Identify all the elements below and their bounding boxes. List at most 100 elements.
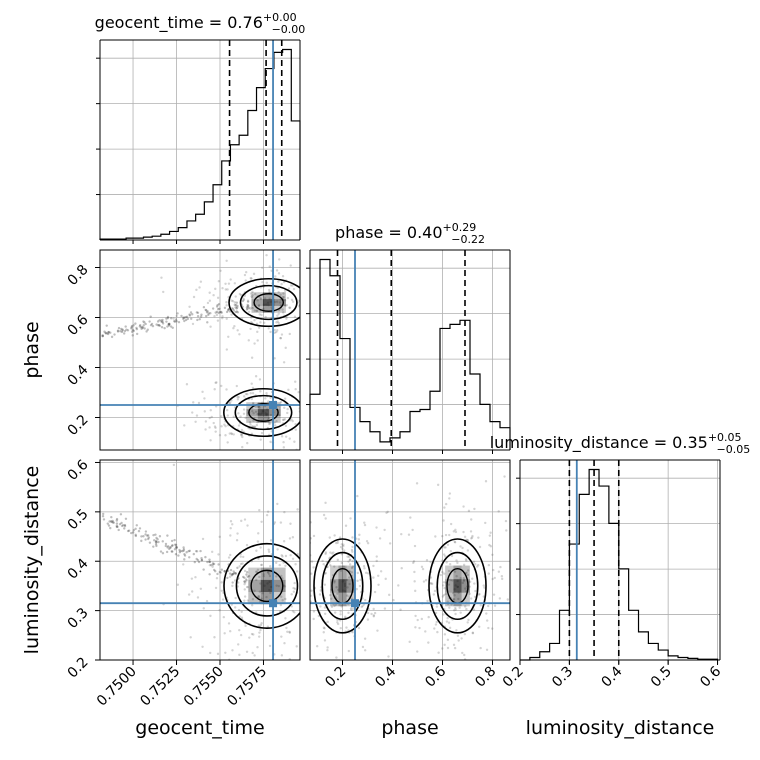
density-cell [453,565,462,580]
sample-point [238,333,241,336]
sample-point [208,558,211,561]
x-tick-label: 0.6 [422,663,449,690]
sample-point [351,630,354,634]
contour-outer [223,387,300,438]
sample-point [104,331,107,335]
sample-point [351,550,354,554]
sample-point [304,291,306,293]
sample-point [250,382,253,385]
sample-point [315,388,317,390]
sample-point [161,318,164,322]
sample-point [264,397,267,400]
sample-point [485,619,489,622]
sample-point [255,309,259,312]
sample-point [187,593,191,596]
sample-point [195,414,199,417]
sample-point [235,301,238,304]
sample-point [306,583,308,585]
sample-point [452,530,456,533]
sample-point [344,524,348,527]
sample-point [463,653,466,657]
sample-point [228,575,232,578]
sample-point [242,575,245,579]
sample-point [361,604,364,608]
sample-point [232,570,235,573]
sample-point [279,603,283,607]
sample-point [257,557,260,561]
sample-point [262,574,265,578]
sample-point [246,392,249,396]
sample-point [210,563,213,567]
sample-point [288,332,291,336]
x-tick-label: 0.8 [472,664,499,691]
sample-point [206,310,209,313]
sample-point [273,328,276,332]
sample-point [424,630,427,633]
sample-point [258,631,261,634]
sample-point [217,311,220,315]
sample-point [362,564,366,568]
panel-title-phase: phase = 0.40+0.29 −0.22 [335,221,485,246]
sample-point [346,586,349,589]
sample-point [283,585,287,588]
sample-point [375,526,378,529]
sample-point [322,292,324,294]
sample-point [323,606,327,609]
sample-point [130,531,133,535]
sample-point [194,576,197,579]
sample-point [366,618,370,621]
sample-point [124,517,128,520]
sample-point [348,582,351,586]
sample-point [441,534,444,538]
sample-point [279,401,283,404]
sample-point [372,615,376,618]
contour-mid [436,551,479,621]
sample-point [333,579,336,583]
sample-point [168,323,171,326]
sample-point [335,586,338,589]
sample-point [347,576,351,579]
sample-point [208,560,211,564]
sample-point [284,304,287,307]
sample-point [472,608,476,611]
truth-marker [269,401,278,409]
sample-point [125,328,128,331]
sample-point [185,315,189,319]
sample-point [323,627,326,630]
sample-point [151,324,155,328]
sample-point [268,290,271,294]
sample-point [471,631,475,634]
density-cell [338,565,347,580]
y-axis-label: phase [21,321,43,378]
sample-point [289,522,292,525]
sample-point [330,605,334,609]
sample-point [142,324,145,327]
sample-point [243,273,247,277]
sample-point [266,571,270,574]
sample-point [288,631,292,634]
sample-point [229,553,232,557]
sample-point [283,289,287,292]
sample-point [236,304,239,308]
sample-point [257,595,261,598]
sample-point [137,529,141,533]
sample-point [158,324,162,327]
sample-point [208,416,211,420]
sample-point [130,330,134,334]
sample-point [443,643,446,647]
sample-point [311,597,313,599]
sample-point [499,565,502,569]
sample-point [141,326,144,329]
sample-point [215,313,219,317]
sample-point [310,572,313,575]
sample-point [200,558,204,562]
sample-point [276,300,279,303]
sample-point [347,649,351,653]
sample-point [269,330,272,334]
sample-point [399,608,402,611]
sample-point [252,272,256,276]
sample-point [257,635,261,638]
sample-point [243,569,247,573]
sample-point [275,269,279,272]
density-cell [269,415,281,423]
